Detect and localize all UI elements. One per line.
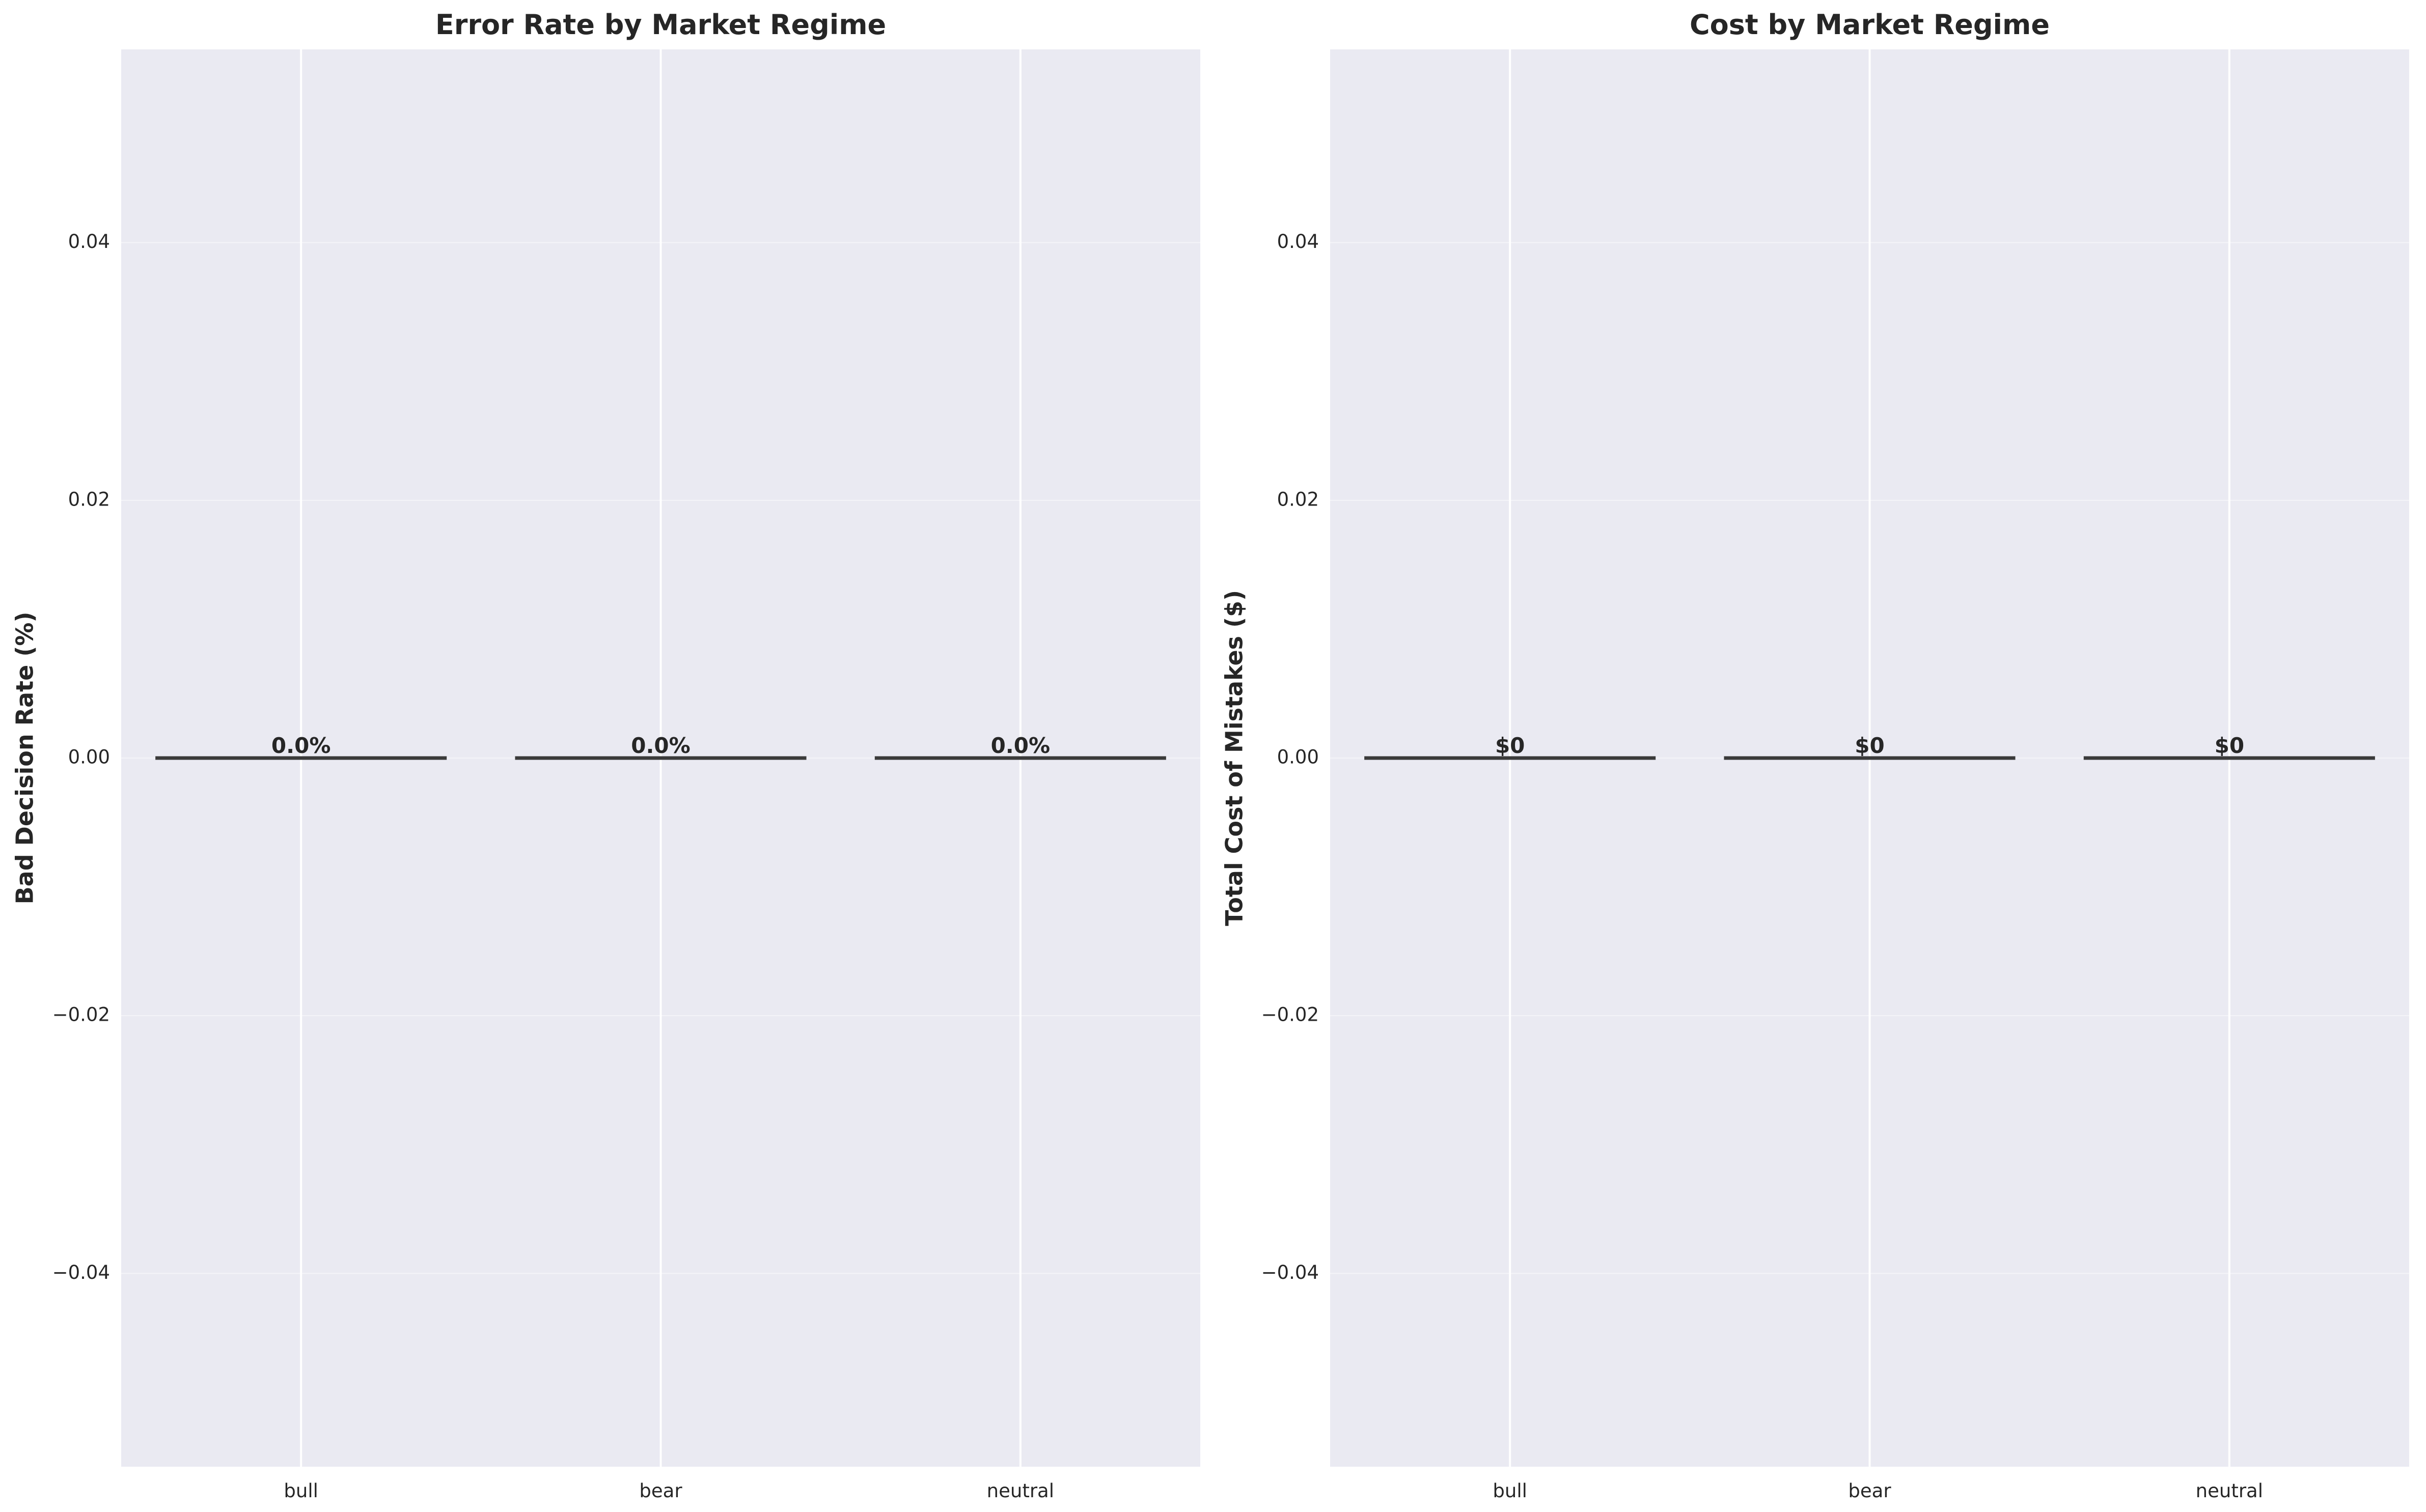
chart-title: Cost by Market Regime: [1690, 9, 2050, 41]
bar-value-label: $0: [1855, 733, 1884, 758]
y-tick-label: −0.02: [52, 1004, 110, 1026]
bar-value-label: $0: [1495, 733, 1525, 758]
y-axis-label: Total Cost of Mistakes ($): [1221, 590, 1248, 926]
y-tick-label: 0.00: [68, 746, 110, 768]
x-tick-label: bear: [639, 1480, 682, 1502]
y-tick-label: 0.02: [68, 488, 110, 510]
x-tick-label: bull: [284, 1480, 318, 1502]
y-tick-label: 0.02: [1277, 488, 1319, 510]
bar-value-label: $0: [2215, 733, 2244, 758]
chart-title: Error Rate by Market Regime: [435, 9, 886, 41]
y-tick-label: 0.04: [68, 231, 110, 253]
y-axis-label: Bad Decision Rate (%): [11, 612, 39, 905]
bar-value-label: 0.0%: [631, 733, 690, 758]
chart-error-rate: 0.0% 0.0% 0.0% −0.04 −0.02 0.00 0.02 0.04 bull be…: [11, 9, 1200, 1502]
y-tick-label: 0.00: [1277, 746, 1319, 768]
bar-value-label: 0.0%: [991, 733, 1050, 758]
y-tick-label: −0.02: [1261, 1004, 1319, 1026]
x-tick-label: bear: [1848, 1480, 1891, 1502]
x-tick-label: neutral: [2196, 1480, 2263, 1502]
y-tick-label: 0.04: [1277, 231, 1319, 253]
bar-value-label: 0.0%: [271, 733, 330, 758]
x-tick-label: bull: [1493, 1480, 1527, 1502]
x-tick-label: neutral: [987, 1480, 1054, 1502]
y-tick-label: −0.04: [52, 1262, 110, 1283]
chart-cost: $0 $0 $0 −0.04 −0.02 0.00 0.02 0.04 bull bear neut…: [1221, 9, 2409, 1502]
y-tick-label: −0.04: [1261, 1262, 1319, 1283]
